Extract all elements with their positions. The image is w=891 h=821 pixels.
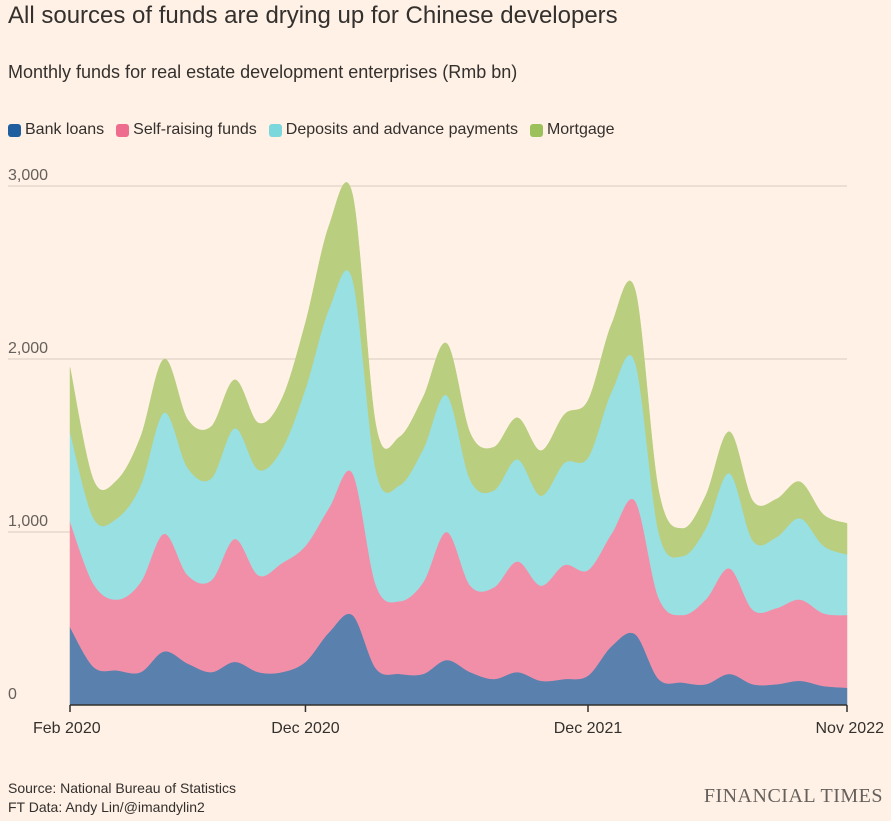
axes: 0 1,000 2,000 3,000 Feb 2020 Dec 2020 Dec 2021…: [8, 167, 884, 737]
x-tick-label: Dec 2020: [271, 720, 340, 737]
y-tick-label: 0: [8, 686, 17, 703]
legend-label-mortgage: Mortgage: [546, 121, 615, 138]
legend-label-bank-loans: Bank loans: [25, 121, 105, 138]
legend-label-deposits: Deposits and advance payments: [285, 121, 518, 138]
legend-item-self-raising-funds: Self-raising funds: [116, 121, 257, 139]
source-text: Source: National Bureau of Statistics: [8, 780, 237, 796]
chart-legend: Bank loans Self-raising funds Deposits a…: [8, 121, 615, 139]
area-mortgage: [69, 182, 848, 558]
chart-source: Source: National Bureau of Statistics FT…: [8, 779, 236, 817]
stacked-area-chart: 0 1,000 2,000 3,000 Feb 2020 Dec 2020 Dec 2021…: [8, 167, 884, 737]
legend-swatch-deposits: [268, 123, 282, 137]
chart-title: All sources of funds are drying up for C…: [8, 2, 618, 29]
legend-swatch-mortgage: [529, 123, 543, 137]
x-tick-label: Feb 2020: [33, 720, 101, 737]
y-tick-label: 1,000: [8, 513, 48, 530]
legend-item-deposits: Deposits and advance payments: [268, 121, 518, 139]
legend-item-mortgage: Mortgage: [529, 121, 615, 139]
legend-item-bank-loans: Bank loans: [8, 121, 104, 139]
credit-text: FT Data: Andy Lin/@imandylin2: [8, 799, 205, 815]
x-tick-label: Nov 2022: [816, 720, 885, 737]
ft-logo: FINANCIAL TIMES: [703, 785, 883, 807]
chart-subtitle: Monthly funds for real estate developmen…: [8, 62, 518, 82]
legend-swatch-self-raising-funds: [116, 123, 130, 137]
legend-label-self-raising-funds: Self-raising funds: [133, 121, 257, 138]
y-tick-label: 2,000: [8, 340, 48, 357]
x-tick-label: Dec 2021: [554, 720, 623, 737]
area-series: [69, 182, 848, 706]
y-tick-label: 3,000: [8, 167, 48, 184]
legend-swatch-bank-loans: [8, 123, 21, 137]
